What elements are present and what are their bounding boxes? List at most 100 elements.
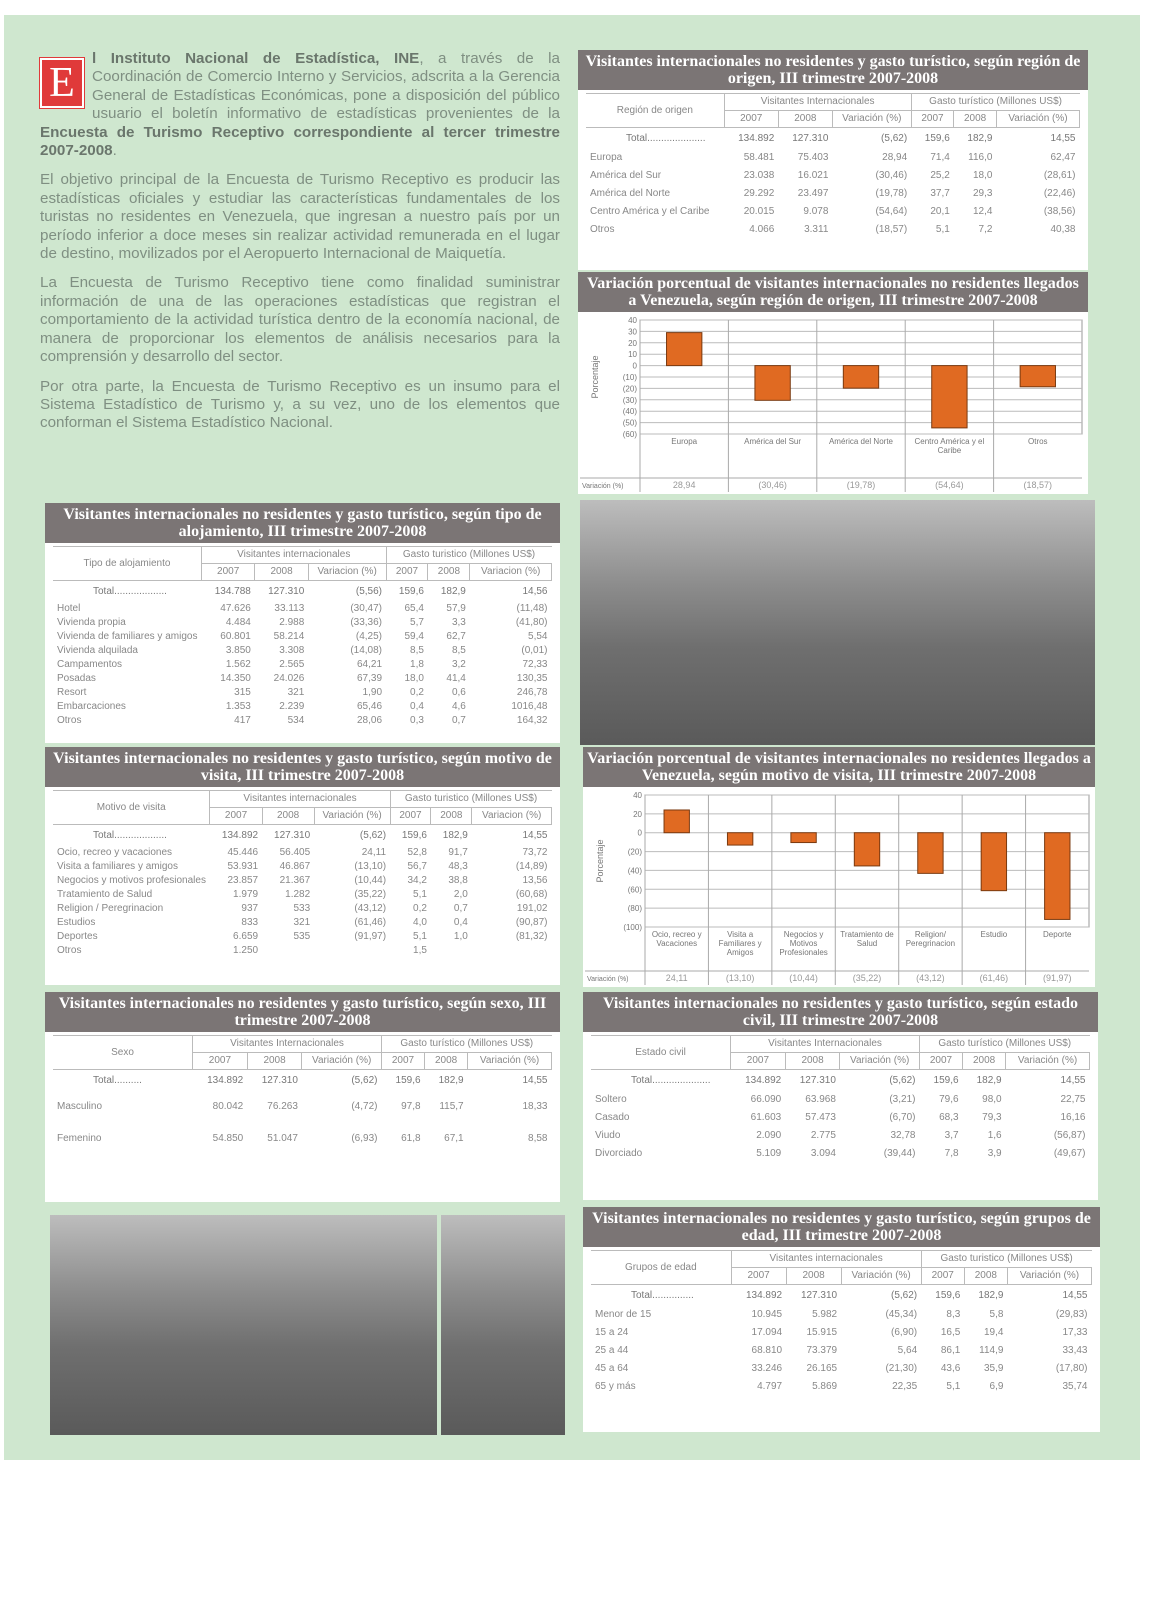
value-label: (19,78) bbox=[847, 480, 876, 490]
table-row: América del Norte 29.292 23.497 (19,78) 37,7… bbox=[586, 185, 1080, 203]
cell: 38,8 bbox=[448, 875, 468, 886]
y-tick-label: (40) bbox=[623, 407, 638, 416]
cell: 14,55 bbox=[1062, 1290, 1088, 1301]
cell: (21,30) bbox=[885, 1363, 918, 1374]
y-axis-label: Porcentaje bbox=[590, 355, 600, 398]
cell: 73,72 bbox=[522, 847, 548, 858]
cell: (90,87) bbox=[515, 917, 548, 928]
category-label-box: América del Norte bbox=[829, 437, 893, 446]
cell: 5,1 bbox=[946, 1381, 961, 1392]
cell: (14,08) bbox=[350, 645, 383, 656]
cell: 8,58 bbox=[528, 1133, 548, 1144]
cell: (5,62) bbox=[889, 1075, 916, 1086]
cell: 9.078 bbox=[803, 206, 829, 217]
cell: 32,78 bbox=[890, 1130, 916, 1141]
category-label-box: Religion/ Peregrinacion bbox=[906, 930, 955, 948]
cell: (14,89) bbox=[515, 861, 548, 872]
cell: 45 a 64 bbox=[595, 1363, 629, 1374]
cell: (10,44) bbox=[354, 875, 387, 886]
col-header: 2008 bbox=[785, 1267, 842, 1285]
cell: 64,21 bbox=[356, 659, 383, 670]
cell: 58.481 bbox=[743, 152, 775, 163]
cell: 57,9 bbox=[446, 603, 466, 614]
cell: Campamentos bbox=[57, 659, 123, 670]
cell: 2.239 bbox=[279, 701, 305, 712]
bar bbox=[842, 365, 880, 389]
cell: 10.945 bbox=[751, 1309, 783, 1320]
cell: 97,8 bbox=[401, 1101, 421, 1112]
cell: 16,5 bbox=[940, 1327, 961, 1338]
table-row: 65 y más 4.797 5.869 22,35 5,1 6,9 35,74 bbox=[591, 1378, 1092, 1396]
row-label: Variación (%) bbox=[587, 976, 629, 983]
cell: (5,62) bbox=[351, 1075, 378, 1086]
category-label: Tratamiento de Salud bbox=[840, 930, 894, 948]
cell: 134.892 bbox=[221, 830, 259, 841]
total-row: Total................... 134.788 127.310 (5… bbox=[53, 581, 552, 603]
cell: 65 y más bbox=[595, 1381, 636, 1392]
group-header: Visitantes Internacionales bbox=[192, 1035, 382, 1053]
cell: 4.484 bbox=[225, 617, 251, 628]
cell: (49,67) bbox=[1053, 1148, 1086, 1159]
category-label: Negocios y Motivos Profesionales bbox=[779, 930, 828, 957]
cell: 14,55 bbox=[522, 830, 548, 841]
cell: América del Norte bbox=[590, 188, 671, 199]
cell: 116,0 bbox=[968, 152, 993, 163]
data-table: Grupos de edad Visitantes internacionales… bbox=[591, 1250, 1093, 1396]
value-label: (61,46) bbox=[980, 973, 1009, 983]
col-header: 2007 bbox=[200, 563, 256, 581]
chart-title: Variación porcentual de visitantes inter… bbox=[578, 272, 1088, 312]
group-header: Visitantes internacionales bbox=[200, 546, 387, 564]
cell: Casado bbox=[595, 1112, 630, 1123]
cell: 182,9 bbox=[438, 1075, 464, 1086]
intro-p4: Por otra parte, la Encuesta de Turismo R… bbox=[40, 377, 560, 432]
table-motivo-visita: Visitantes internacionales no residentes… bbox=[45, 747, 560, 985]
table-row: Tratamiento de Salud 1.979 1.282 (35,22) 5,1… bbox=[53, 888, 552, 902]
cell: 53.931 bbox=[227, 861, 259, 872]
table-row: Deportes 6.659 535 (91,97) 5,1 1,0 (81,32) bbox=[53, 930, 552, 944]
table-row: Religion / Peregrinacion 937 533 (43,12) 0,2… bbox=[53, 902, 552, 916]
col-header: Estado civil bbox=[591, 1035, 732, 1070]
cell: 159,6 bbox=[933, 1075, 959, 1086]
cell: Otros bbox=[57, 945, 82, 956]
cell: Hotel bbox=[57, 603, 81, 614]
table-row: 45 a 64 33.246 26.165 (21,30) 43,6 35,9 (17,80… bbox=[591, 1360, 1092, 1378]
category-label-box: Ocio, recreo y Vacaciones bbox=[652, 930, 702, 948]
cell: 127.310 bbox=[792, 133, 829, 144]
cell: 5,8 bbox=[989, 1309, 1004, 1320]
table-title: Visitantes internacionales no residentes… bbox=[45, 503, 560, 543]
cell: 51.047 bbox=[267, 1133, 298, 1144]
y-tick-label: (20) bbox=[628, 848, 643, 857]
cell: 23.857 bbox=[227, 875, 259, 886]
cell: 57.473 bbox=[805, 1112, 836, 1123]
cell: 8,3 bbox=[946, 1309, 961, 1320]
col-header: 2007 bbox=[723, 110, 779, 128]
y-tick-label: (60) bbox=[623, 430, 638, 439]
cell: (43,12) bbox=[354, 903, 387, 914]
col-header: Grupos de edad bbox=[591, 1250, 732, 1285]
cell: 3,3 bbox=[451, 617, 466, 628]
table-title: Visitantes internacionales no residentes… bbox=[45, 992, 560, 1032]
bar bbox=[1044, 832, 1071, 920]
cell: 417 bbox=[234, 715, 251, 726]
y-tick-label: 0 bbox=[633, 362, 638, 371]
cell: 8,5 bbox=[410, 645, 424, 656]
table-row: Centro América y el Caribe 20.015 9.078 (54… bbox=[586, 203, 1080, 221]
cell: (30,46) bbox=[875, 170, 908, 181]
col-header: 2007 bbox=[209, 807, 263, 825]
cell: 28,94 bbox=[882, 152, 908, 163]
col-header: 2007 bbox=[389, 807, 432, 825]
cell: 13,56 bbox=[522, 875, 548, 886]
cell: 20.015 bbox=[743, 206, 775, 217]
cell: 0,6 bbox=[451, 687, 466, 698]
category-label: Centro América y el Caribe bbox=[914, 437, 985, 455]
courtyard-photo bbox=[50, 1215, 437, 1435]
cell: 28,06 bbox=[356, 715, 383, 726]
cell: Visita a familiares y amigos bbox=[57, 861, 178, 872]
cell: 22,35 bbox=[892, 1381, 918, 1392]
category-label-box: Estudio bbox=[981, 930, 1008, 939]
group-header: Visitantes Internacionales bbox=[723, 93, 912, 111]
cell: 66.090 bbox=[750, 1094, 782, 1105]
table-row: Viudo 2.090 2.775 32,78 3,7 1,6 (56,87) bbox=[591, 1127, 1090, 1145]
cell: 61.603 bbox=[750, 1112, 782, 1123]
cell: 67,1 bbox=[444, 1133, 464, 1144]
